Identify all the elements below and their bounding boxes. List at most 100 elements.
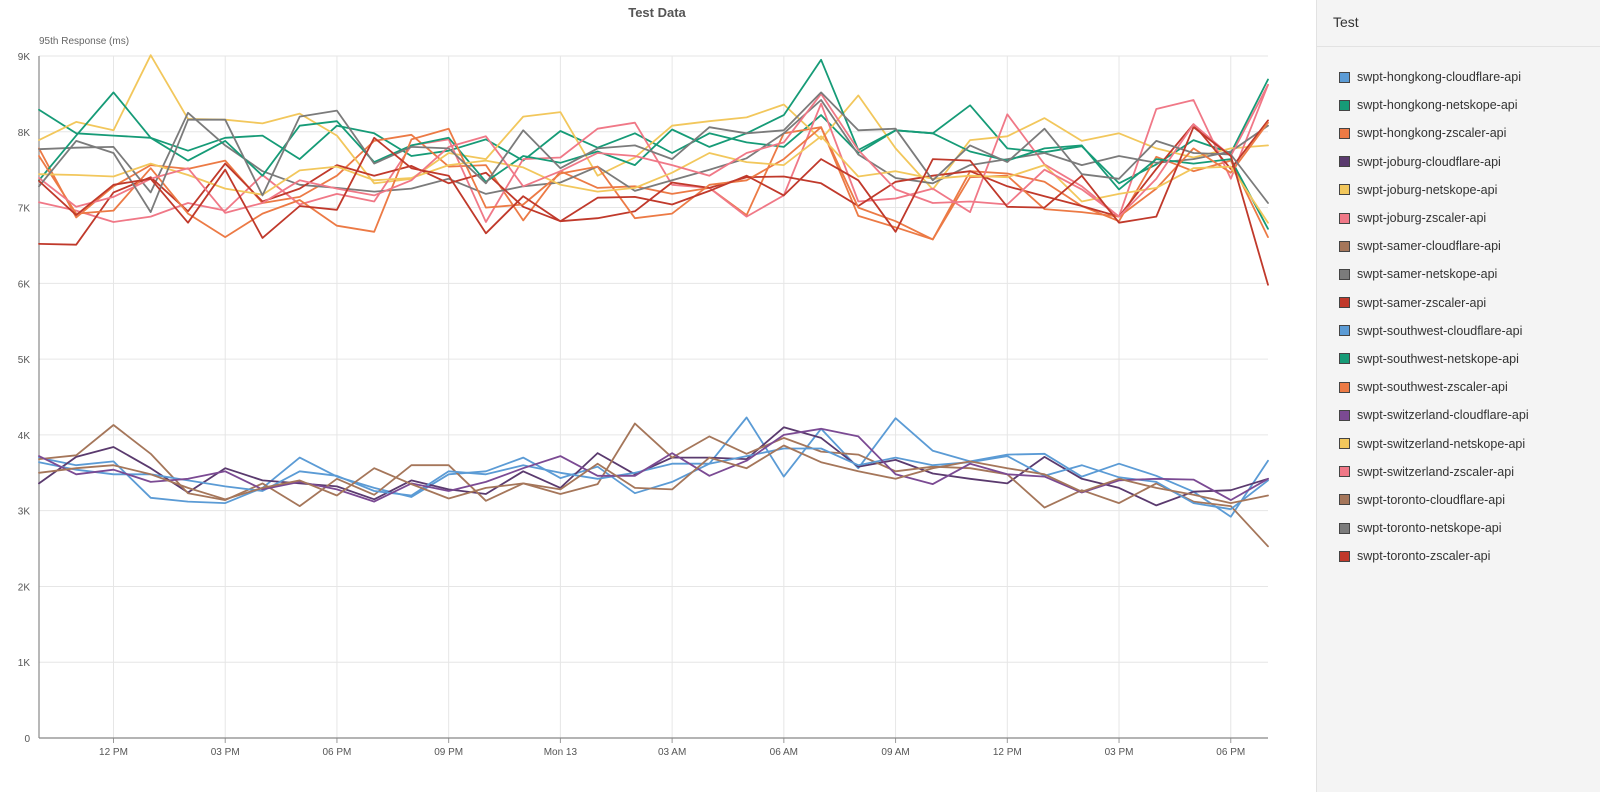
legend-item-swpt-toronto-zscaler-api[interactable]: swpt-toronto-zscaler-api: [1339, 542, 1600, 570]
legend-label: swpt-southwest-netskope-api: [1357, 351, 1519, 366]
legend-item-swpt-joburg-cloudflare-api[interactable]: swpt-joburg-cloudflare-api: [1339, 148, 1600, 176]
axes: 0 1K 2K 3K 4K 5K 6K 7K 8K 9K 12 PM 03 PM 06 PM 09 PM M…: [18, 52, 1268, 758]
legend-label: swpt-joburg-zscaler-api: [1357, 211, 1487, 226]
x-tick-label: 12 PM: [993, 747, 1022, 758]
chart-area: Test Data 95th Response (ms) 0 1K 2K 3K 4K 5K…: [17, 5, 1269, 758]
series-line-swpt-southwest-cloudflare-api: [38, 447, 1269, 511]
legend-label: swpt-samer-cloudflare-api: [1357, 239, 1501, 254]
legend-swatch: [1339, 71, 1350, 83]
legend-label: swpt-switzerland-cloudflare-api: [1357, 408, 1529, 423]
series-line-swpt-samer-cloudflare-api: [38, 422, 1269, 548]
legend-swatch: [1339, 353, 1350, 365]
legend-label: swpt-southwest-cloudflare-api: [1357, 323, 1523, 338]
series-line-swpt-joburg-netskope-api: [38, 54, 1269, 191]
y-tick-label: 0: [24, 734, 30, 745]
series-line-swpt-hongkong-netskope-api: [38, 78, 1269, 185]
series-line-swpt-toronto-cloudflare-api: [38, 444, 1269, 505]
legend-item-swpt-samer-netskope-api[interactable]: swpt-samer-netskope-api: [1339, 260, 1600, 288]
x-tick-label: 09 AM: [881, 747, 909, 758]
legend-label: swpt-toronto-zscaler-api: [1357, 549, 1491, 564]
legend-label: swpt-toronto-cloudflare-api: [1357, 492, 1505, 507]
legend-swatch: [1339, 522, 1350, 534]
legend-swatch: [1339, 184, 1350, 196]
y-tick-label: 2K: [18, 582, 31, 593]
legend-swatch: [1339, 466, 1350, 478]
legend-label: swpt-switzerland-netskope-api: [1357, 436, 1526, 451]
legend-item-swpt-hongkong-zscaler-api[interactable]: swpt-hongkong-zscaler-api: [1339, 119, 1600, 147]
legend-item-swpt-hongkong-cloudflare-api[interactable]: swpt-hongkong-cloudflare-api: [1339, 63, 1600, 91]
legend-label: swpt-joburg-cloudflare-api: [1357, 154, 1501, 169]
legend-item-swpt-southwest-cloudflare-api[interactable]: swpt-southwest-cloudflare-api: [1339, 317, 1600, 345]
legend-swatch: [1339, 381, 1350, 393]
y-tick-label: 7K: [18, 204, 31, 215]
x-tick-label: 06 AM: [770, 747, 798, 758]
chart-title: Test Data: [628, 5, 686, 20]
legend-item-swpt-switzerland-cloudflare-api[interactable]: swpt-switzerland-cloudflare-api: [1339, 401, 1600, 429]
series-lines: [38, 54, 1269, 548]
series-line-swpt-switzerland-zscaler-api: [38, 83, 1269, 218]
series-line-swpt-joburg-zscaler-api: [38, 83, 1269, 223]
legend-label: swpt-samer-zscaler-api: [1357, 295, 1487, 310]
legend-item-swpt-switzerland-netskope-api[interactable]: swpt-switzerland-netskope-api: [1339, 429, 1600, 457]
legend-swatch: [1339, 156, 1350, 168]
grid: [39, 55, 1268, 739]
legend-swatch: [1339, 409, 1350, 421]
y-tick-label: 4K: [18, 431, 31, 442]
legend-swatch: [1339, 99, 1350, 111]
legend-item-swpt-joburg-zscaler-api[interactable]: swpt-joburg-zscaler-api: [1339, 204, 1600, 232]
series-line-swpt-joburg-cloudflare-api: [38, 426, 1269, 507]
x-tick-label: 09 PM: [434, 747, 463, 758]
x-tick-label: 03 AM: [658, 747, 686, 758]
series-line-swpt-samer-zscaler-api: [38, 119, 1269, 246]
legend: swpt-hongkong-cloudflare-api swpt-hongkon…: [1317, 47, 1600, 570]
legend-swatch: [1339, 325, 1350, 337]
legend-swatch: [1339, 438, 1350, 450]
legend-item-swpt-toronto-cloudflare-api[interactable]: swpt-toronto-cloudflare-api: [1339, 486, 1600, 514]
legend-item-swpt-southwest-zscaler-api[interactable]: swpt-southwest-zscaler-api: [1339, 373, 1600, 401]
legend-swatch: [1339, 268, 1350, 280]
y-tick-label: 6K: [18, 279, 31, 290]
legend-swatch: [1339, 494, 1350, 506]
legend-swatch: [1339, 127, 1350, 139]
series-line-swpt-switzerland-netskope-api: [38, 135, 1269, 224]
legend-item-swpt-joburg-netskope-api[interactable]: swpt-joburg-netskope-api: [1339, 176, 1600, 204]
legend-label: swpt-switzerland-zscaler-api: [1357, 464, 1514, 479]
legend-label: swpt-southwest-zscaler-api: [1357, 380, 1508, 395]
legend-label: swpt-hongkong-netskope-api: [1357, 98, 1518, 113]
legend-swatch: [1339, 297, 1350, 309]
y-tick-label: 5K: [18, 355, 31, 366]
legend-label: swpt-hongkong-cloudflare-api: [1357, 70, 1521, 85]
legend-swatch: [1339, 212, 1350, 224]
x-tick-label: 03 PM: [1105, 747, 1134, 758]
y-tick-label: 3K: [18, 507, 31, 518]
x-tick-label: 06 PM: [1216, 747, 1245, 758]
x-tick-label: 12 PM: [99, 747, 128, 758]
series-line-swpt-hongkong-cloudflare-api: [38, 416, 1269, 518]
legend-panel: Test swpt-hongkong-cloudflare-api swpt-ho…: [1316, 0, 1600, 792]
legend-swatch: [1339, 240, 1350, 252]
panel-title: Test: [1317, 0, 1600, 47]
x-tick-label: 06 PM: [322, 747, 351, 758]
series-line-swpt-southwest-zscaler-api: [38, 121, 1269, 241]
legend-item-swpt-toronto-netskope-api[interactable]: swpt-toronto-netskope-api: [1339, 514, 1600, 542]
series-line-swpt-toronto-netskope-api: [38, 91, 1269, 214]
y-tick-label: 9K: [18, 52, 31, 63]
y-axis-label: 95th Response (ms): [39, 36, 129, 47]
y-tick-label: 8K: [18, 128, 31, 139]
legend-item-swpt-southwest-netskope-api[interactable]: swpt-southwest-netskope-api: [1339, 345, 1600, 373]
series-line-swpt-switzerland-cloudflare-api: [38, 427, 1269, 503]
legend-swatch: [1339, 550, 1350, 562]
x-tick-label: Mon 13: [544, 747, 578, 758]
legend-label: swpt-toronto-netskope-api: [1357, 521, 1502, 536]
legend-item-swpt-samer-zscaler-api[interactable]: swpt-samer-zscaler-api: [1339, 289, 1600, 317]
legend-label: swpt-samer-netskope-api: [1357, 267, 1498, 282]
legend-label: swpt-hongkong-zscaler-api: [1357, 126, 1507, 141]
line-chart: Test Data 95th Response (ms) 0 1K 2K 3K 4K 5K…: [18, 5, 1269, 758]
legend-label: swpt-joburg-netskope-api: [1357, 182, 1498, 197]
legend-item-swpt-hongkong-netskope-api[interactable]: swpt-hongkong-netskope-api: [1339, 91, 1600, 119]
x-tick-label: 03 PM: [211, 747, 240, 758]
series-line-swpt-toronto-zscaler-api: [38, 126, 1269, 286]
legend-item-swpt-switzerland-zscaler-api[interactable]: swpt-switzerland-zscaler-api: [1339, 458, 1600, 486]
legend-item-swpt-samer-cloudflare-api[interactable]: swpt-samer-cloudflare-api: [1339, 232, 1600, 260]
y-tick-label: 1K: [18, 658, 31, 669]
